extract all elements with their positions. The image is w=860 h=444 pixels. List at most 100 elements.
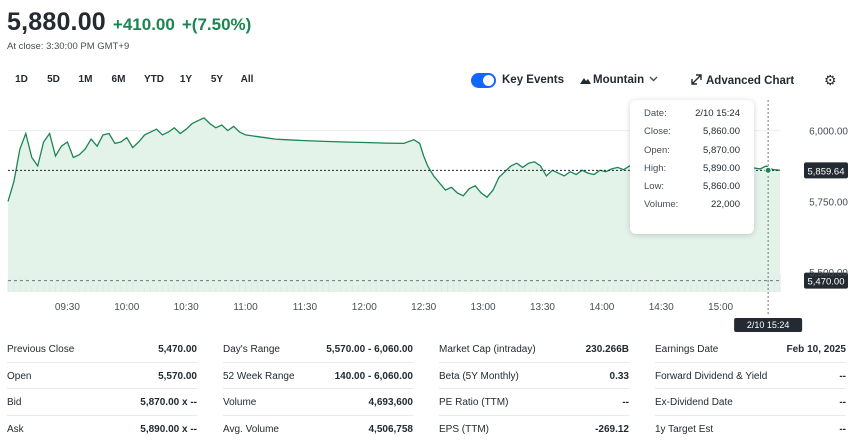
mountain-icon (580, 78, 591, 84)
x-tick-label: 09:30 (55, 302, 80, 313)
stat-beta: Beta (5Y Monthly) 0.33 (439, 363, 629, 389)
range-ytd-button[interactable]: YTD (144, 74, 164, 85)
tooltip-value: 5,860.00 (703, 181, 740, 193)
x-tick-label: 11:30 (293, 302, 318, 313)
stat-bid: Bid 5,870.00 x -- (7, 389, 197, 416)
range-all-button[interactable]: All (240, 74, 254, 85)
stat-volume: Volume 4,693,600 (223, 389, 413, 416)
x-tick-label: 10:30 (174, 302, 199, 313)
range-1y-button[interactable]: 1Y (179, 74, 193, 85)
stat-label: Ex-Dividend Date (655, 397, 733, 408)
price-change-percent: +(7.50%) (181, 15, 252, 34)
stat-ask: Ask 5,890.00 x -- (7, 416, 197, 443)
hover-point (764, 166, 772, 174)
crosshair-time-label: 2/10 15:24 (747, 320, 790, 330)
hover-tooltip: Date: 2/10 15:24 Close: 5,860.00 Open: 5,87… (630, 100, 754, 234)
tooltip-key: Volume: (644, 199, 679, 211)
stat-label: Market Cap (intraday) (439, 344, 536, 355)
stat-value: 4,693,600 (368, 397, 414, 408)
stats-column-1: Previous Close 5,470.00 Open 5,570.00 Bid 5… (7, 336, 197, 442)
stat-label: Ask (7, 423, 24, 435)
x-tick-label: 13:00 (471, 302, 496, 313)
x-tick-label: 15:00 (708, 302, 733, 313)
y-tick-label: 5,500.00 (809, 268, 848, 279)
stat-value: -- (839, 370, 846, 382)
stat-days-range: Day's Range 5,570.00 - 6,060.00 (223, 336, 413, 363)
key-events-label[interactable]: Key Events (502, 74, 565, 86)
tooltip-row: Open: 5,870.00 (644, 145, 740, 163)
stat-label: PE Ratio (TTM) (439, 397, 509, 408)
tooltip-key: Open: (644, 144, 670, 156)
chart-controls: Key Events Mountain Advanced Chart ⚙ (0, 72, 860, 92)
chart-style-dropdown[interactable]: Mountain (580, 74, 658, 86)
stat-market-cap: Market Cap (intraday) 230.266B (439, 336, 629, 363)
stats-column-3: Market Cap (intraday) 230.266B Beta (5Y M… (439, 336, 629, 442)
stat-label: Open (7, 370, 32, 382)
stat-value: -- (839, 423, 846, 435)
stat-value: -- (622, 397, 629, 408)
stat-open: Open 5,570.00 (7, 363, 197, 389)
tooltip-row: Low: 5,860.00 (644, 181, 740, 199)
stat-value: Feb 10, 2025 (786, 344, 846, 355)
stat-value: 4,506,758 (368, 423, 414, 435)
range-6m-button[interactable]: 6M (111, 74, 126, 85)
stat-label: Previous Close (7, 344, 75, 355)
x-tick-label: 12:30 (411, 302, 436, 313)
key-events-toggle[interactable] (471, 73, 496, 88)
crosshair-price-label: 5,859.64 (808, 166, 845, 177)
stat-value: -- (839, 397, 846, 408)
stat-value: 5,570.00 (158, 370, 197, 382)
stat-value: 5,870.00 x -- (140, 397, 197, 408)
stat-52-week-range: 52 Week Range 140.00 - 6,060.00 (223, 363, 413, 389)
tooltip-key: Close: (644, 126, 671, 138)
x-tick-label: 11:00 (233, 302, 258, 313)
stat-forward-dividend: Forward Dividend & Yield -- (655, 363, 846, 389)
chart-style-label: Mountain (593, 74, 645, 86)
tooltip-key: Date: (644, 108, 667, 119)
price-chart[interactable]: 5,470.00 5,859.64 2/10 15:24 6,000.00 5,750… (0, 96, 860, 336)
tooltip-key: Low: (644, 181, 665, 193)
advanced-chart-label: Advanced Chart (706, 75, 795, 87)
x-tick-label: 13:30 (530, 302, 555, 313)
stat-label: Avg. Volume (223, 423, 279, 435)
stat-value: 5,570.00 - 6,060.00 (326, 344, 413, 355)
stat-label: Bid (7, 397, 22, 408)
stat-label: Volume (223, 397, 257, 408)
range-5y-button[interactable]: 5Y (210, 74, 224, 85)
quote-statistics: Previous Close 5,470.00 Open 5,570.00 Bid 5… (0, 336, 860, 444)
range-5d-button[interactable]: 5D (47, 74, 60, 85)
tooltip-value: 22,000 (710, 199, 740, 211)
stat-label: Earnings Date (655, 344, 719, 355)
stat-label: Forward Dividend & Yield (655, 370, 768, 382)
tooltip-value: 5,870.00 (703, 144, 740, 156)
range-1d-button[interactable]: 1D (15, 74, 28, 85)
tooltip-key: High: (644, 162, 667, 174)
gear-icon[interactable]: ⚙ (824, 72, 837, 88)
tooltip-value: 2/10 15:24 (695, 108, 740, 119)
stats-column-4: Earnings Date Feb 10, 2025 Forward Divide… (655, 336, 846, 442)
chart-axes: 6,000.00 5,750.00 5,500.00 09:30 10:00 10:30 1… (55, 127, 849, 313)
quote-header: 5,880.00 +410.00 +(7.50%) (7, 8, 251, 37)
stat-avg-volume: Avg. Volume 4,506,758 (223, 416, 413, 443)
price-change: +410.00 (112, 15, 175, 34)
stat-value: 230.266B (585, 344, 629, 355)
previous-close-badge (804, 272, 848, 289)
x-tick-label: 12:00 (352, 302, 377, 313)
expand-icon (691, 74, 702, 85)
tooltip-row: Date: 2/10 15:24 (644, 108, 740, 126)
x-tick-label: 10:00 (114, 302, 139, 313)
tooltip-row: Volume: 22,000 (644, 199, 740, 217)
stat-label: 52 Week Range (223, 370, 295, 382)
x-tick-label: 14:00 (589, 302, 614, 313)
y-tick-label: 5,750.00 (809, 197, 848, 208)
stat-label: Day's Range (223, 344, 280, 355)
range-1m-button[interactable]: 1M (78, 74, 93, 85)
stat-ex-dividend-date: Ex-Dividend Date -- (655, 389, 846, 416)
crosshair-time-badge (734, 318, 803, 332)
x-tick-label: 14:30 (649, 302, 674, 313)
stat-label: EPS (TTM) (439, 423, 489, 435)
stat-value: -269.12 (595, 423, 629, 435)
advanced-chart-button[interactable]: Advanced Chart (691, 74, 794, 87)
price-area (8, 117, 780, 293)
crosshair-price-badge (804, 162, 848, 179)
